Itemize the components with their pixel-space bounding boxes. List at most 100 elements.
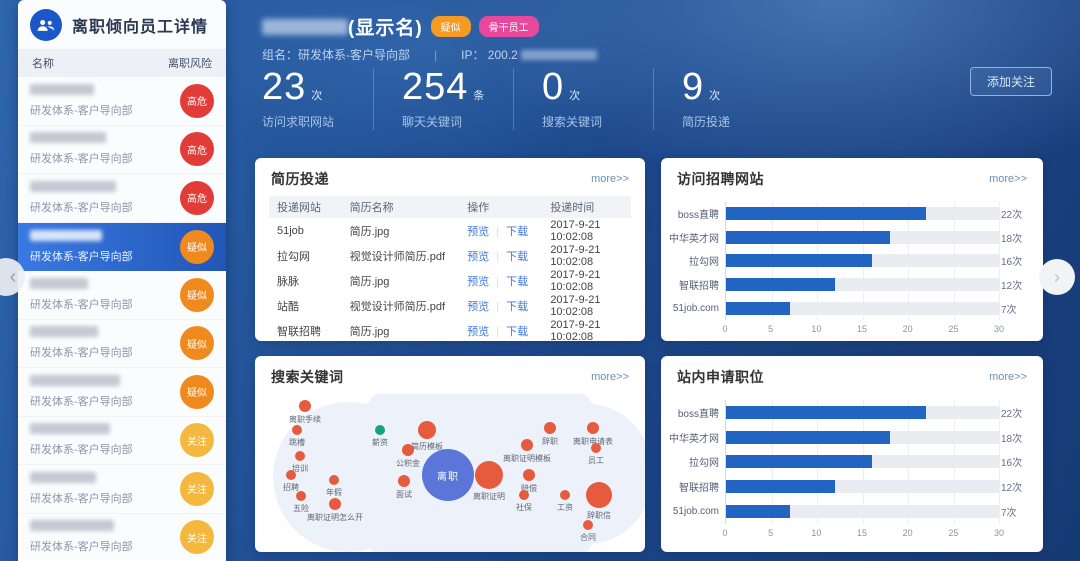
action-divider: | [496, 275, 500, 288]
employee-row[interactable]: 研发体系-客户导向部 疑似 [18, 320, 226, 368]
employee-row[interactable]: 研发体系-客户导向部 高危 [18, 77, 226, 126]
preview-link[interactable]: 预览 [467, 250, 490, 263]
gridline [999, 202, 1000, 320]
employee-name-redacted [30, 471, 96, 483]
carousel-prev-icon[interactable]: ‹ [0, 258, 25, 296]
bar-value-label: 22次 [1001, 210, 1023, 222]
more-link[interactable]: more>> [591, 173, 629, 185]
action-divider: | [496, 250, 500, 263]
bar-fill [726, 455, 872, 469]
keyword-bubble-chart: 离职手续 跳槽 培训 招聘 五险 年假 离职证明怎么开 薪资 简历模板 公积金 面试 离职 离职证明 离职… [255, 394, 645, 552]
download-link[interactable]: 下载 [506, 225, 529, 238]
cell-file: 视觉设计师简历.pdf [349, 300, 446, 313]
preview-link[interactable]: 预览 [467, 225, 490, 238]
cell-site: 脉脉 [277, 275, 299, 288]
download-link[interactable]: 下载 [506, 250, 529, 263]
panel-title: 访问招聘网站 [677, 171, 764, 187]
employee-tag-badge: 骨干员工 [478, 16, 539, 37]
bar-value-label: 22次 [1001, 408, 1023, 420]
employee-dept: 研发体系-客户导向部 [30, 153, 133, 166]
bar-value-label: 18次 [1001, 433, 1023, 445]
apply-bar-chart: boss直聘 22次 中华英才网 18次 拉勾网 16次 智联招聘 [661, 400, 1043, 541]
table-column-header: 投递网站 [277, 202, 321, 214]
download-link[interactable]: 下载 [506, 300, 529, 313]
cell-actions: 预览 | 下载 [467, 248, 550, 264]
risk-badge: 疑似 [180, 277, 214, 312]
bar-fill [726, 405, 927, 419]
keyword-bubble-label: 员工 [588, 456, 604, 465]
bar-fill [726, 207, 927, 221]
bar-track [726, 254, 999, 268]
axis-tick-label: 20 [902, 528, 913, 538]
employee-row[interactable]: 研发体系-客户导向部 关注 [18, 417, 226, 465]
sidebar-title: 离职倾向员工详情 [72, 19, 209, 36]
bar-category-label: 智联招聘 [679, 281, 719, 293]
bar-value-label: 16次 [1001, 257, 1023, 269]
cell-actions: 预览 | 下载 [467, 273, 550, 289]
stat-block: 9 次 简历投递 [682, 68, 794, 130]
keyword-bubble [583, 520, 593, 530]
stat-block: 23 次 访问求职网站 [262, 68, 374, 130]
employee-info: 研发体系-客户导向部 [30, 180, 133, 215]
employee-row[interactable]: 研发体系-客户导向部 疑似 [18, 368, 226, 417]
more-link[interactable]: more>> [989, 173, 1027, 185]
bar-track [726, 480, 999, 494]
bar-track [726, 230, 999, 244]
keyword-bubble-label: 招聘 [283, 483, 299, 492]
bar-track [726, 455, 999, 469]
preview-link[interactable]: 预览 [467, 300, 490, 313]
bar-row: 中华英才网 18次 [669, 226, 1022, 250]
panel-header: 站内申请职位 more>> [661, 356, 1043, 394]
preview-link[interactable]: 预览 [467, 325, 490, 338]
download-link[interactable]: 下载 [506, 275, 529, 288]
add-follow-button[interactable]: 添加关注 [969, 67, 1052, 96]
panel-header: 搜索关键词 more>> [255, 356, 645, 394]
carousel-next-icon[interactable]: › [1039, 259, 1075, 295]
employee-row[interactable]: 研发体系-客户导向部 关注 [18, 514, 226, 559]
bar-value-label: 7次 [1001, 304, 1017, 316]
employee-row[interactable]: 研发体系-客户导向部 高危 [18, 174, 226, 223]
search-keywords-panel: 搜索关键词 more>> 离职手续 跳槽 培训 招聘 五险 年假 离职证明怎么开 薪资 简历模板… [255, 356, 645, 552]
panel-header: 简历投递 more>> [255, 158, 645, 196]
keyword-bubble [295, 451, 305, 461]
keyword-bubble [375, 425, 385, 435]
stat-label: 聊天关键词 [402, 115, 463, 129]
employee-row[interactable]: 研发体系-客户导向部 高危 [18, 126, 226, 174]
bar-category-label: 拉勾网 [689, 257, 719, 269]
employee-row[interactable]: 研发体系-客户导向部 疑似 [18, 271, 226, 320]
keyword-bubble: 离职 [422, 449, 474, 501]
bar-value-label: 12次 [1001, 281, 1023, 293]
keyword-bubble [398, 475, 410, 487]
bar-fill [726, 230, 890, 244]
employee-dept: 研发体系-客户导向部 [30, 201, 133, 214]
table-column-header: 投递时间 [550, 202, 595, 214]
bar-track [726, 430, 999, 444]
panel-title: 搜索关键词 [271, 369, 344, 385]
keyword-bubble-label: 离职证明模板 [503, 454, 551, 463]
cell-actions: 预览 | 下载 [467, 323, 550, 339]
more-link[interactable]: more>> [989, 371, 1027, 383]
employee-info: 研发体系-客户导向部 [30, 277, 133, 312]
employee-row[interactable]: 研发体系-客户导向部 疑似 [18, 222, 226, 271]
axis-tick-label: 25 [948, 324, 959, 334]
employee-tag-badge: 疑似 [430, 16, 471, 37]
cell-file: 简历.jpg [349, 325, 390, 338]
keyword-bubble-label: 跳槽 [289, 438, 305, 447]
keyword-bubble [475, 461, 503, 489]
more-link[interactable]: more>> [591, 371, 629, 383]
bar-fill [726, 254, 872, 268]
bar-fill [726, 430, 890, 444]
display-name-suffix: (显示名) [348, 18, 423, 39]
keyword-bubble-label: 五险 [293, 504, 309, 513]
download-link[interactable]: 下载 [506, 325, 529, 338]
x-axis: 0 5 10 15 20 25 30 [722, 528, 1004, 541]
table-row: 智联招聘 简历.jpg 预览 | 下载 2017-9-21 10:02:08 [269, 318, 631, 343]
preview-link[interactable]: 预览 [467, 275, 490, 288]
employee-badges: 疑似 骨干员工 [430, 16, 539, 37]
bar-fill [726, 505, 790, 519]
axis-tick-label: 15 [856, 528, 868, 538]
employee-row[interactable]: 研发体系-客户导向部 关注 [18, 465, 226, 514]
ip-label: IP： 200.2 [461, 48, 518, 62]
employee-subheader: 组名：研发体系-客户导向部 | IP： 200.2 [262, 46, 597, 63]
